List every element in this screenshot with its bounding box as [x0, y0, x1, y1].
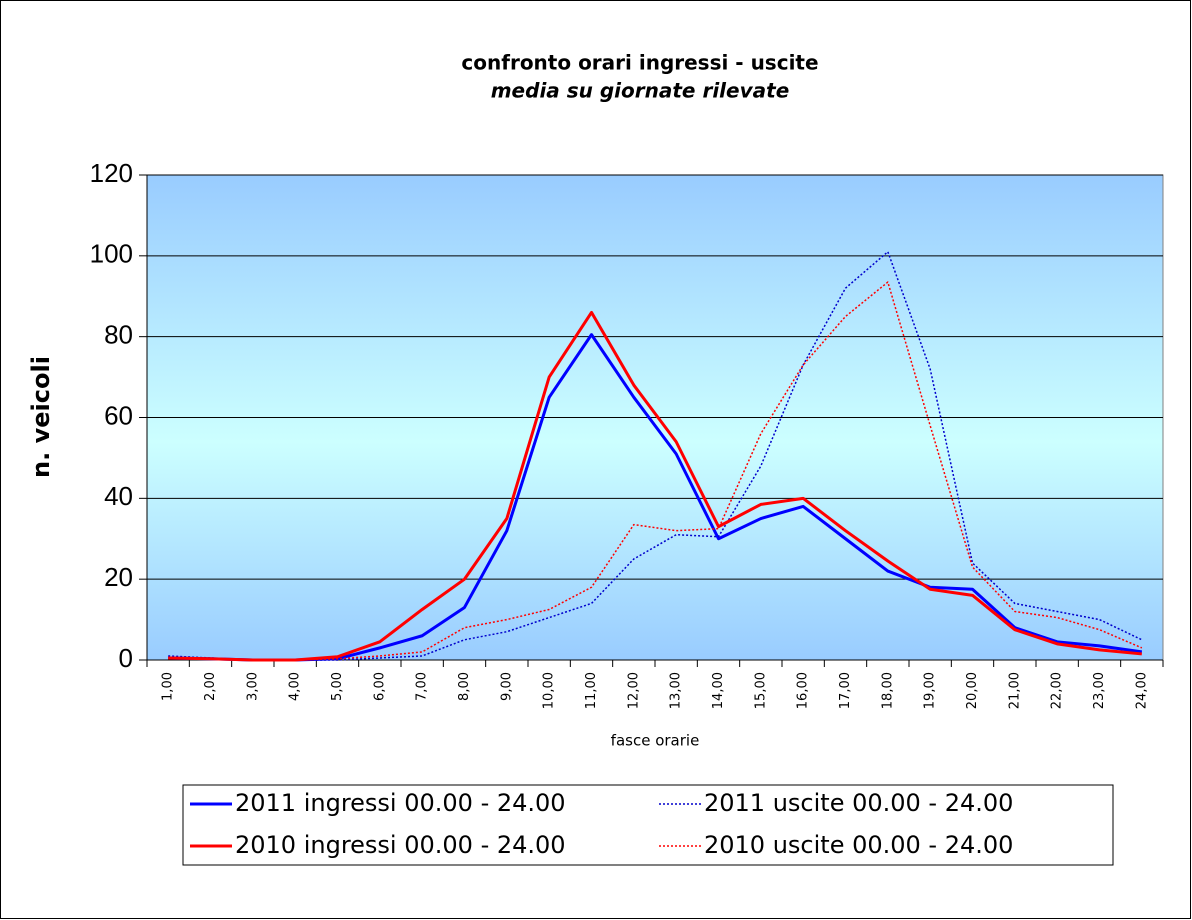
legend-label: 2011 ingressi 00.00 - 24.00 — [235, 789, 566, 817]
y-tick-label: 40 — [104, 481, 133, 511]
y-tick-label: 60 — [104, 400, 133, 430]
x-axis-label: fasce orarie — [611, 732, 700, 750]
x-tick-label: 6,00 — [372, 672, 387, 701]
x-tick-label: 13,00 — [669, 672, 684, 709]
series-line — [168, 251, 1143, 661]
x-tick-label: 24,00 — [1134, 672, 1149, 709]
x-tick-label: 5,00 — [330, 672, 345, 701]
x-tick-label: 3,00 — [245, 672, 260, 701]
x-tick-label: 14,00 — [711, 672, 726, 709]
y-tick-label: 80 — [104, 320, 133, 350]
x-tick-label: 18,00 — [880, 672, 895, 709]
x-tick-label: 1,00 — [161, 672, 176, 701]
legend-label: 2010 ingressi 00.00 - 24.00 — [235, 831, 566, 859]
x-tick-label: 20,00 — [965, 672, 980, 709]
x-tick-label: 8,00 — [457, 672, 472, 701]
x-tick-label: 2,00 — [203, 672, 218, 701]
legend-label: 2010 uscite 00.00 - 24.00 — [704, 831, 1013, 859]
x-tick-label: 7,00 — [415, 672, 430, 701]
y-axis-label: n. veicoli — [27, 356, 55, 478]
series-line — [168, 310, 1142, 662]
y-tick-label: 100 — [90, 239, 133, 269]
x-tick-label: 9,00 — [499, 672, 514, 701]
y-tick-label: 0 — [119, 643, 133, 673]
x-tick-label: 22,00 — [1050, 672, 1065, 709]
series-line — [168, 281, 1143, 661]
x-tick-label: 4,00 — [288, 672, 303, 701]
x-tick-label: 16,00 — [796, 672, 811, 709]
x-tick-label: 23,00 — [1092, 672, 1107, 709]
legend-label: 2011 uscite 00.00 - 24.00 — [704, 789, 1013, 817]
x-tick-label: 10,00 — [542, 672, 557, 709]
x-tick-label: 17,00 — [838, 672, 853, 709]
x-tick-label: 15,00 — [753, 672, 768, 709]
y-tick-label: 120 — [90, 158, 133, 188]
series-line — [168, 333, 1143, 662]
x-tick-label: 21,00 — [1007, 672, 1022, 709]
x-tick-label: 12,00 — [626, 672, 641, 709]
y-tick-label: 20 — [104, 562, 133, 592]
legend — [182, 784, 1114, 866]
chart-subtitle: media su giornate rilevate — [491, 79, 790, 103]
x-tick-label: 19,00 — [923, 672, 938, 709]
chart-title: confronto orari ingressi - uscite — [461, 51, 818, 75]
x-tick-label: 11,00 — [584, 672, 599, 709]
